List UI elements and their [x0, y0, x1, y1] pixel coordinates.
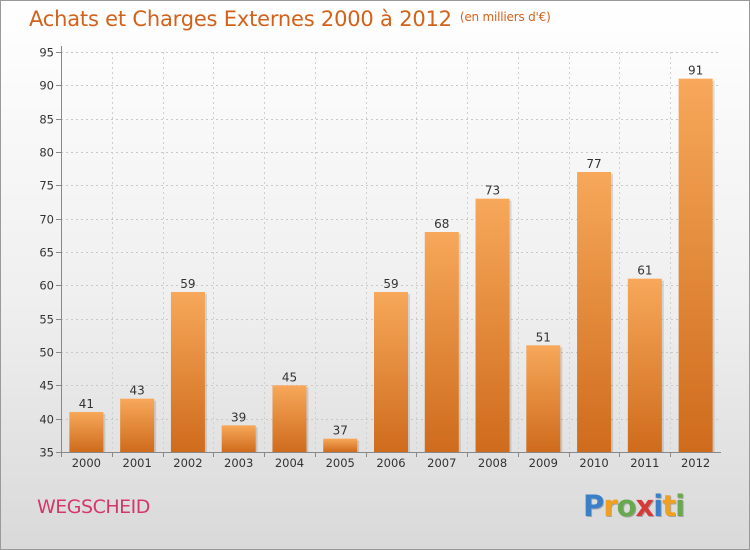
x-tick-label: 2004 — [275, 456, 304, 470]
axis-layer: 35 40 45 50 55 60 65 70 75 80 85 90 95 2000 2001 2002 20… — [39, 46, 721, 470]
chart-title-text: Achats et Charges Externes 2000 à 2012 — [29, 7, 452, 31]
logo-letter: t — [662, 489, 676, 523]
y-tick-label: 35 — [39, 446, 54, 460]
x-tick-label: 2002 — [173, 456, 202, 470]
bar-value-label: 91 — [688, 64, 703, 78]
y-tick-label: 60 — [39, 279, 54, 293]
bar-2003[interactable] — [221, 425, 256, 452]
bar-2000[interactable] — [69, 412, 104, 452]
x-tick-label: 2003 — [224, 456, 253, 470]
x-tick-label: 2009 — [529, 456, 558, 470]
bar-2001[interactable] — [120, 398, 155, 452]
x-tick-label: 2001 — [123, 456, 152, 470]
y-tick-label: 55 — [39, 313, 54, 327]
bar-value-label: 41 — [79, 397, 94, 411]
chart-unit: (en milliers d'€) — [459, 10, 551, 24]
bar-2010[interactable] — [577, 172, 612, 452]
y-tick-label: 85 — [39, 113, 54, 127]
bar-value-label: 59 — [383, 277, 398, 291]
x-tick-label: 2011 — [630, 456, 659, 470]
y-tick-label: 50 — [39, 346, 54, 360]
y-tick-label: 40 — [39, 413, 54, 427]
bar-2009[interactable] — [526, 345, 561, 452]
y-tick-label: 45 — [39, 379, 54, 393]
y-tick-label: 90 — [39, 79, 54, 93]
y-tick-label: 65 — [39, 246, 54, 260]
bar-2008[interactable] — [475, 198, 510, 452]
y-tick-label: 95 — [39, 46, 54, 60]
chart-title: Achats et Charges Externes 2000 à 2012 (e… — [29, 7, 551, 31]
logo-letter: o — [616, 489, 637, 523]
x-tick-label: 2012 — [681, 456, 710, 470]
x-tick-label: 2006 — [376, 456, 405, 470]
bar-2011[interactable] — [627, 278, 662, 452]
bar-value-label: 43 — [130, 384, 145, 398]
bar-value-label: 37 — [333, 424, 348, 438]
x-tick-label: 2005 — [326, 456, 355, 470]
y-tick-label: 75 — [39, 179, 54, 193]
bar-value-label: 77 — [586, 157, 601, 171]
bar-value-label: 45 — [282, 370, 297, 384]
logo-letter: i — [675, 489, 685, 523]
bar-value-label: 51 — [536, 330, 551, 344]
y-tick-label: 80 — [39, 146, 54, 160]
commune-label: WEGSCHEID — [37, 496, 150, 518]
logo-letter: P — [583, 489, 604, 523]
x-tick-label: 2007 — [427, 456, 456, 470]
logo-letter: x — [635, 489, 655, 523]
logo-letter: r — [603, 489, 617, 523]
bar-value-label: 39 — [231, 410, 246, 424]
proxiti-logo[interactable]: Proxiti — [583, 489, 685, 523]
bar-value-label: 59 — [180, 277, 195, 291]
bar-value-label: 61 — [637, 264, 652, 278]
bar-value-label: 68 — [434, 217, 449, 231]
bar-2002[interactable] — [170, 292, 205, 452]
logo-letter: i — [653, 489, 663, 523]
bar-layer: 41 43 59 39 45 37 59 68 73 51 77 61 91 — [69, 64, 715, 453]
bar-2004[interactable] — [272, 385, 307, 452]
x-tick-label: 2000 — [72, 456, 101, 470]
x-tick-label: 2008 — [478, 456, 507, 470]
bar-value-label: 73 — [485, 184, 500, 198]
x-tick-label: 2010 — [579, 456, 608, 470]
bar-2005[interactable] — [323, 438, 358, 452]
bar-2007[interactable] — [424, 232, 459, 452]
bar-2012[interactable] — [678, 78, 713, 453]
y-tick-label: 70 — [39, 213, 54, 227]
bar-2006[interactable] — [374, 292, 408, 452]
